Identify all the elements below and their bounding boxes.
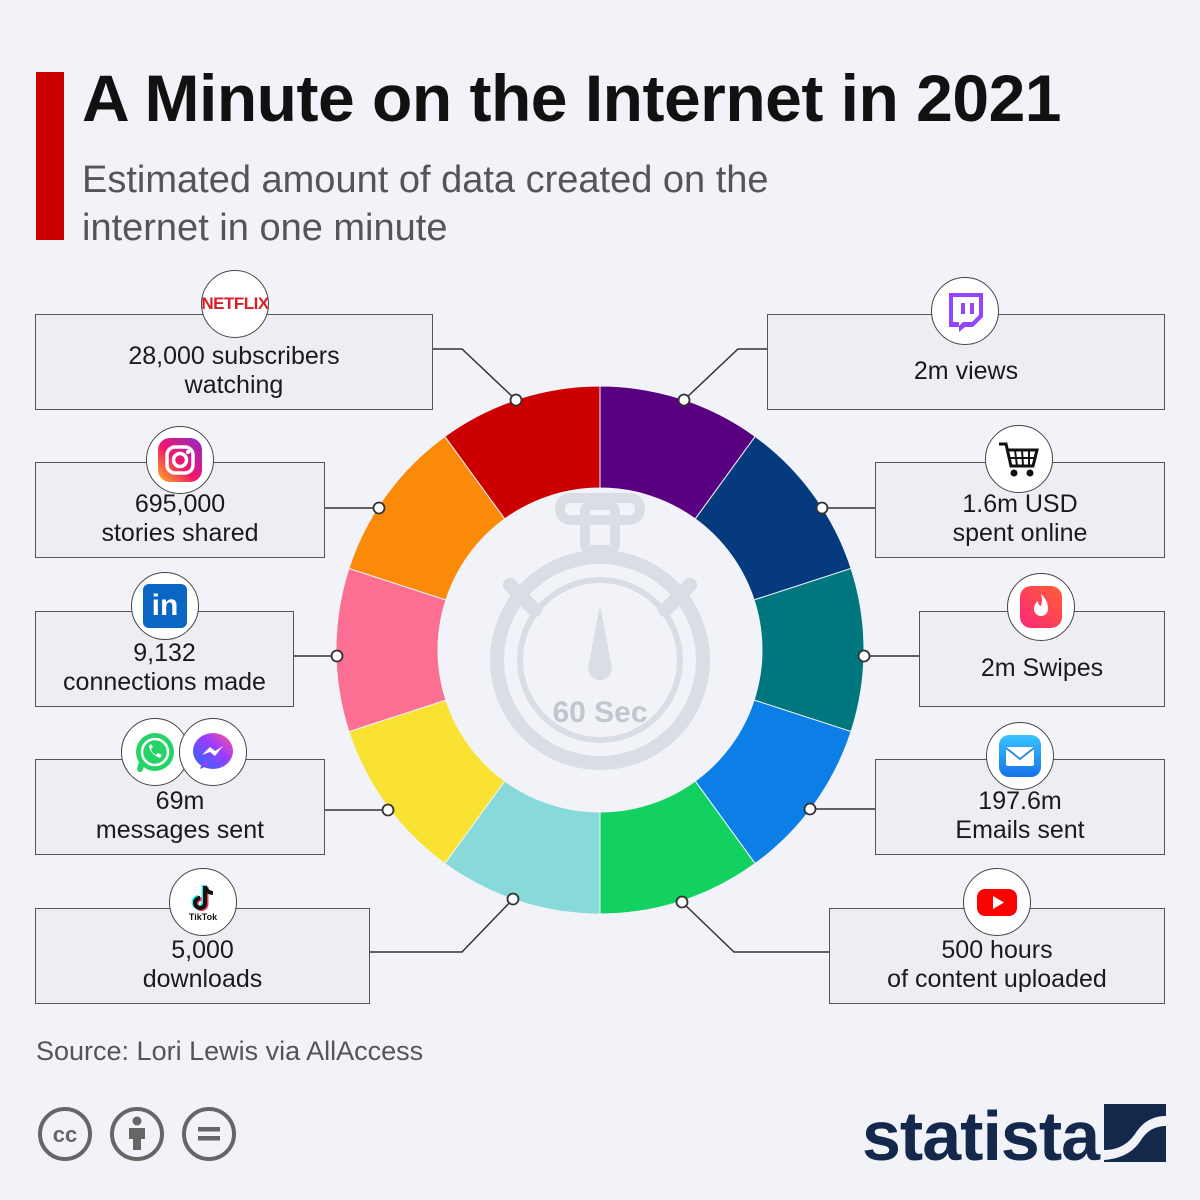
mail-icon bbox=[986, 722, 1054, 790]
netflix-icon: NETFLIX bbox=[201, 270, 269, 338]
email-line2: Emails sent bbox=[955, 816, 1085, 844]
connector-dot-email bbox=[803, 802, 817, 816]
tinder-line1: 2m Swipes bbox=[980, 653, 1104, 682]
connector-dot-youtube bbox=[675, 895, 689, 909]
messaging-line1: 69m bbox=[155, 787, 205, 815]
stopwatch-icon bbox=[490, 493, 710, 770]
shopping-cart-icon bbox=[985, 425, 1053, 493]
connector-dot-linkedin bbox=[330, 649, 344, 663]
connector-dot-online-shopping bbox=[815, 501, 829, 515]
instagram-icon bbox=[146, 426, 214, 494]
shopping-line1: 1.6m USD bbox=[962, 490, 1078, 518]
linkedin-line2: connections made bbox=[63, 668, 266, 696]
connector-dot-netflix bbox=[509, 393, 523, 407]
connector-dot-tiktok bbox=[506, 892, 520, 906]
instagram-line2: stories shared bbox=[101, 519, 259, 547]
whatsapp-icon bbox=[121, 718, 189, 786]
messenger-icon bbox=[179, 718, 247, 786]
connector-dot-tinder bbox=[857, 649, 871, 663]
statista-logo-icon bbox=[1104, 1104, 1166, 1162]
connector-dot-twitch bbox=[677, 393, 691, 407]
source-note: Source: Lori Lewis via AllAccess bbox=[36, 1036, 424, 1066]
messaging-stat-box: 69m messages sent bbox=[35, 759, 325, 855]
linkedin-line1: 9,132 bbox=[133, 639, 196, 667]
title-accent-bar bbox=[36, 72, 64, 240]
connector-youtube bbox=[681, 901, 829, 953]
instagram-line1: 695,000 bbox=[134, 490, 226, 518]
statista-wordmark: statista bbox=[862, 1097, 1100, 1175]
connector-tiktok bbox=[370, 898, 514, 953]
attribution-icon bbox=[110, 1107, 164, 1161]
tinder-icon bbox=[1007, 573, 1075, 641]
shopping-line2: spent online bbox=[952, 519, 1088, 547]
tiktok-stat-box: 5,000 downloads bbox=[35, 908, 370, 1004]
connector-twitch bbox=[683, 348, 767, 401]
netflix-line2: watching bbox=[184, 371, 284, 399]
messaging-line2: messages sent bbox=[95, 816, 265, 844]
page-title: A Minute on the Internet in 2021 bbox=[82, 61, 1062, 135]
cc-icon: cc bbox=[38, 1107, 92, 1161]
no-derivatives-icon bbox=[182, 1107, 236, 1161]
tiktok-line2: downloads bbox=[142, 965, 263, 993]
slice-netflix bbox=[444, 385, 601, 520]
email-line1: 197.6m bbox=[978, 787, 1062, 815]
page-subtitle: Estimated amount of data created on the … bbox=[82, 159, 769, 249]
twitch-line1: 2m views bbox=[913, 356, 1019, 385]
netflix-line1: 28,000 subscribers bbox=[128, 342, 340, 370]
connector-dot-whatsapp-messenger bbox=[381, 803, 395, 817]
youtube-stat-box: 500 hours of content uploaded bbox=[829, 908, 1165, 1004]
youtube-line1: 500 hours bbox=[941, 936, 1053, 964]
youtube-line2: of content uploaded bbox=[887, 965, 1107, 993]
tinder-stat-box: 2m Swipes bbox=[919, 611, 1165, 707]
center-label: 60 Sec bbox=[552, 696, 647, 729]
tiktok-icon: TikTok bbox=[169, 868, 237, 936]
connector-netflix bbox=[433, 348, 517, 401]
connector-dot-instagram bbox=[372, 501, 386, 515]
youtube-icon bbox=[963, 868, 1031, 936]
twitch-icon bbox=[931, 277, 999, 345]
svg-text:cc: cc bbox=[53, 1122, 77, 1147]
tiktok-line1: 5,000 bbox=[171, 936, 234, 964]
linkedin-icon: in bbox=[131, 572, 199, 640]
